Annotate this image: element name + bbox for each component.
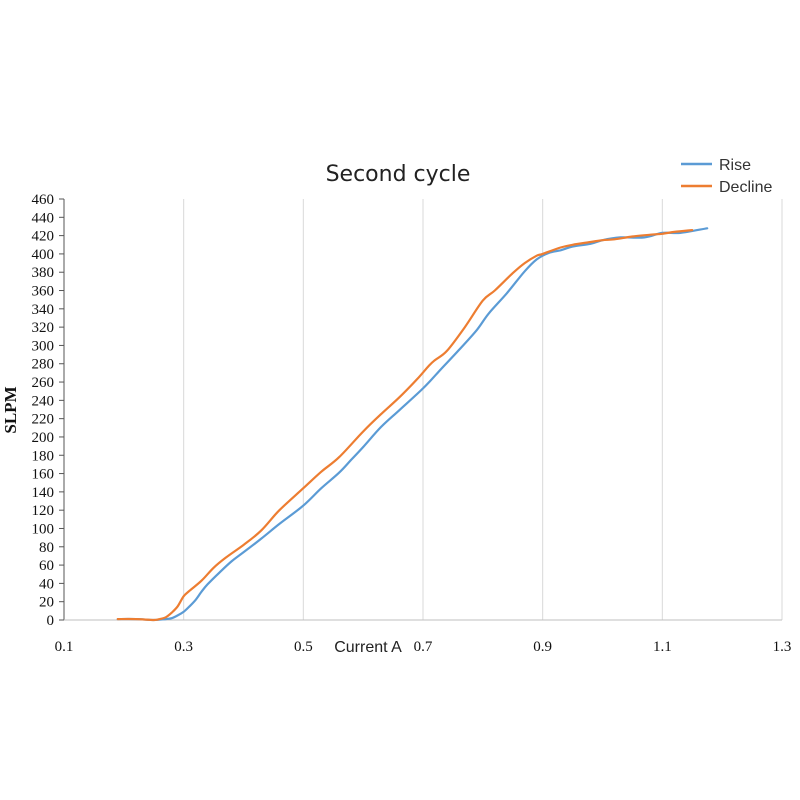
legend-label-rise: Rise	[719, 157, 751, 174]
x-tick-label: 1.3	[773, 639, 792, 655]
y-tick-label: 360	[32, 284, 55, 300]
x-tick-label: 0.9	[533, 639, 552, 655]
y-tick-label: 340	[32, 302, 55, 318]
y-tick-label: 80	[39, 540, 54, 556]
series-lines	[116, 227, 709, 622]
y-tick-label: 280	[32, 357, 55, 373]
x-tick-labels: 0.1 0.3 0.5 0.7 0.9 1.1 1.3	[55, 639, 792, 655]
y-tick-label: 200	[32, 430, 55, 446]
y-tick-label: 240	[32, 393, 55, 409]
y-tick-label: 160	[32, 467, 55, 483]
y-tick-label: 140	[32, 485, 55, 501]
x-tick-label: 0.7	[414, 639, 433, 655]
y-tick-label: 260	[32, 375, 55, 391]
gridlines	[183, 199, 783, 620]
y-tick-labels: 0 20 40 60 80 100 120 140 160 180 200 220 240 260 280 3…	[32, 192, 55, 629]
y-tick-label: 40	[39, 576, 54, 592]
x-tick-label: 0.3	[174, 639, 193, 655]
y-tick-label: 60	[39, 558, 54, 574]
series-line-decline	[116, 229, 694, 622]
x-tick-label: 0.1	[55, 639, 74, 655]
y-tick-label: 120	[32, 503, 55, 519]
legend: Rise Decline	[681, 157, 772, 196]
y-tick-label: 0	[47, 613, 55, 629]
x-axis-label: Current A	[334, 639, 402, 656]
x-tick-label: 1.1	[653, 639, 672, 655]
y-tick-label: 180	[32, 448, 55, 464]
chart-title: Second cycle	[326, 162, 471, 187]
y-tick-label: 380	[32, 265, 55, 281]
axes	[59, 198, 782, 621]
y-tick-label: 100	[32, 521, 55, 537]
y-tick-label: 220	[32, 412, 55, 428]
x-tick-label: 0.5	[294, 639, 313, 655]
y-tick-label: 420	[32, 229, 55, 245]
series-line-rise	[116, 227, 709, 622]
legend-label-decline: Decline	[719, 179, 772, 196]
y-tick-label: 440	[32, 210, 55, 226]
y-tick-label: 320	[32, 320, 55, 336]
y-tick-label: 300	[32, 338, 55, 354]
y-tick-label: 400	[32, 247, 55, 263]
y-tick-label: 460	[32, 192, 55, 208]
y-tick-label: 20	[39, 595, 54, 611]
y-axis-label: SLPM	[1, 386, 20, 433]
